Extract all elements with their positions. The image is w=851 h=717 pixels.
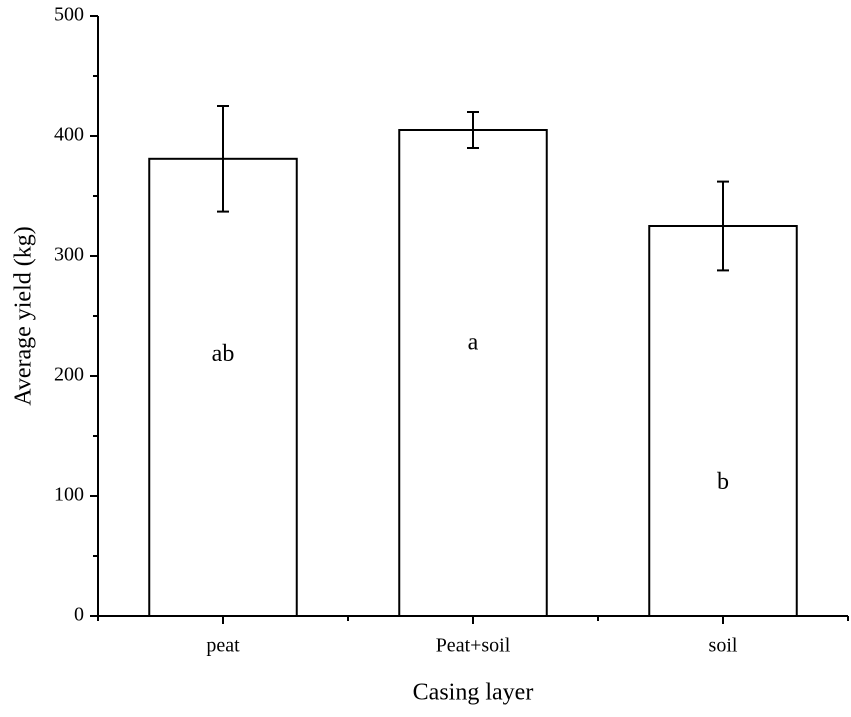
- y-tick-label: 500: [54, 4, 84, 26]
- y-tick-label: 200: [54, 364, 84, 386]
- y-tick-label: 400: [54, 124, 84, 146]
- y-tick-label: 300: [54, 244, 84, 266]
- x-tick-label: soil: [709, 635, 738, 657]
- y-axis-label: Average yield (kg): [11, 226, 37, 405]
- bar: [648, 225, 798, 617]
- significance-letter: a: [468, 329, 479, 355]
- x-tick-label: Peat+soil: [436, 635, 511, 657]
- bar: [398, 129, 548, 617]
- y-tick-label: 100: [54, 484, 84, 506]
- x-axis-label: Casing layer: [413, 680, 534, 706]
- bar: [148, 157, 298, 618]
- y-tick-label: 0: [74, 604, 84, 626]
- x-tick-label: peat: [206, 635, 240, 657]
- significance-letter: ab: [212, 341, 235, 367]
- significance-letter: b: [717, 469, 729, 495]
